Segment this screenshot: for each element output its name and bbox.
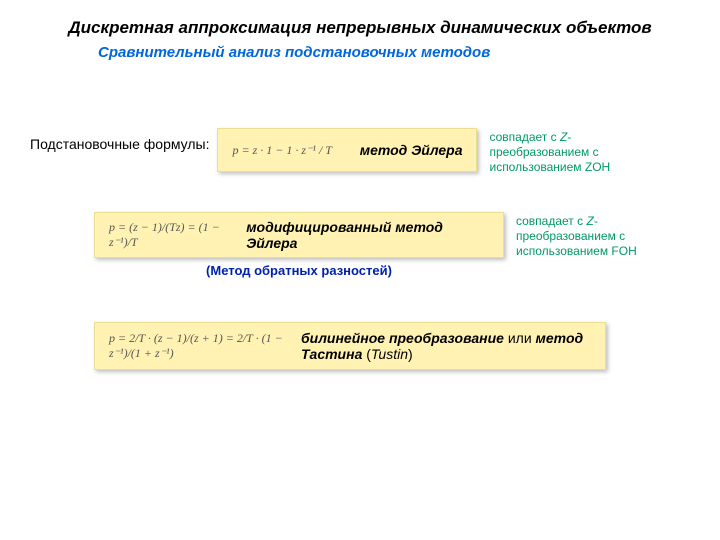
tustin-italic: Tustin — [371, 346, 408, 362]
formula-tustin: p = 2/T · (z − 1)/(z + 1) = 2/T · (1 − z… — [109, 331, 285, 361]
method-name-mod-euler: модифицированный метод Эйлера — [246, 219, 489, 251]
lead-label: Подстановочные формулы: — [30, 136, 209, 152]
method-name-euler: метод Эйлера — [360, 142, 463, 158]
note-prefix-2: совпадает с — [516, 214, 586, 228]
note-mod-euler: совпадает с Z-преобразованием с использо… — [516, 214, 686, 259]
formula-mod-euler: p = (z − 1)/(Tz) = (1 − z⁻¹)/T — [109, 220, 246, 250]
caption-mod-euler: (Метод обратных разностей) — [94, 263, 504, 278]
page-title: Дискретная аппроксимация непрерывных дин… — [28, 18, 692, 38]
note-euler: совпадает с Z-преобразованием с использо… — [489, 130, 659, 175]
formula-box-mod-euler: p = (z − 1)/(Tz) = (1 − z⁻¹)/T модифицир… — [94, 212, 504, 258]
note-zvar-2: Z — [586, 214, 593, 228]
row-tustin: p = 2/T · (z − 1)/(z + 1) = 2/T · (1 − z… — [94, 322, 606, 370]
row-mod-euler-flex: p = (z − 1)/(Tz) = (1 − z⁻¹)/T модифицир… — [94, 212, 690, 259]
formula-box-tustin: p = 2/T · (z − 1)/(z + 1) = 2/T · (1 − z… — [94, 322, 606, 370]
row-euler: Подстановочные формулы: p = z · 1 − 1 · … — [30, 128, 690, 175]
tustin-bold1: билинейное преобразование — [301, 330, 504, 346]
page-subtitle: Сравнительный анализ подстановочных мето… — [98, 44, 692, 61]
slide: Дискретная аппроксимация непрерывных дин… — [0, 0, 720, 540]
tustin-close: ) — [408, 346, 413, 362]
tustin-paren: ( — [362, 346, 371, 362]
note-prefix: совпадает с — [489, 130, 559, 144]
tustin-mid: или — [504, 330, 536, 346]
formula-box-euler: p = z · 1 − 1 · z⁻¹ / T метод Эйлера — [217, 128, 477, 172]
method-name-tustin: билинейное преобразование или метод Таст… — [301, 330, 591, 362]
row-mod-euler: p = (z − 1)/(Tz) = (1 − z⁻¹)/T модифицир… — [94, 212, 690, 278]
formula-euler: p = z · 1 − 1 · z⁻¹ / T — [232, 143, 331, 158]
